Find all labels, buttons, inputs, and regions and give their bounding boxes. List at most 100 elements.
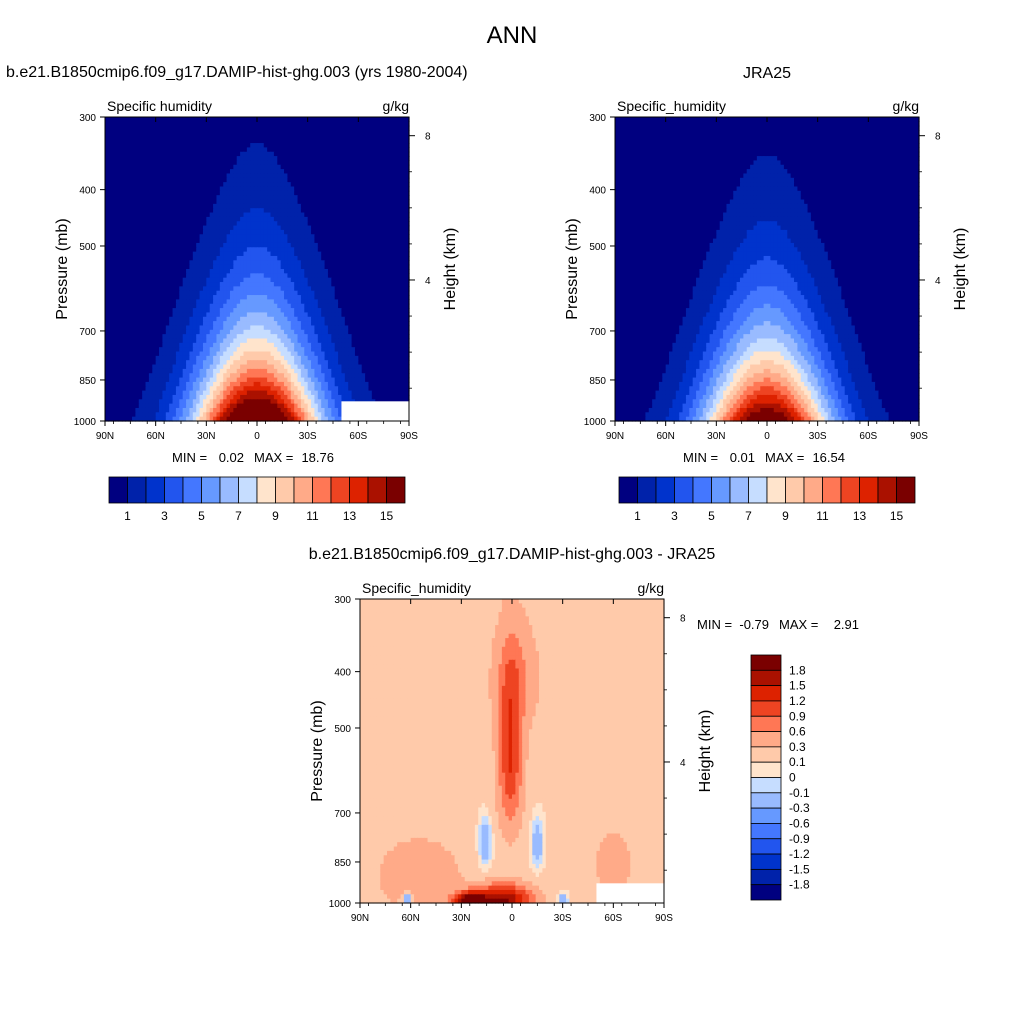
contour-cell xyxy=(192,290,197,296)
contour-cell xyxy=(135,151,140,157)
contour-cell xyxy=(213,269,218,274)
contour-cell xyxy=(358,238,363,244)
contour-cell xyxy=(311,212,316,218)
contour-cell xyxy=(368,130,373,135)
contour-cell xyxy=(287,260,292,266)
contour-cell xyxy=(341,190,346,196)
contour-cell xyxy=(371,260,376,266)
contour-cell xyxy=(388,225,393,231)
contour-cell xyxy=(338,308,343,314)
contour-cell xyxy=(162,212,167,218)
contour-cell xyxy=(311,229,316,235)
contour-cell xyxy=(179,156,184,162)
contour-cell xyxy=(317,134,322,140)
contour-cell xyxy=(206,160,211,166)
contour-cell xyxy=(402,208,407,214)
contour-cell xyxy=(324,199,329,205)
contour-cell xyxy=(226,286,231,292)
contour-cell xyxy=(270,147,275,153)
contour-cell xyxy=(307,347,312,353)
contour-cell xyxy=(219,295,224,300)
contour-cell xyxy=(287,316,292,322)
contour-cell xyxy=(381,242,386,248)
contour-cell xyxy=(226,195,231,201)
contour-cell xyxy=(284,173,288,179)
contour-cell xyxy=(240,316,245,322)
contour-cell xyxy=(111,121,116,127)
contour-cell xyxy=(145,321,150,327)
contour-cell xyxy=(334,260,339,266)
contour-cell xyxy=(192,347,197,353)
contour-cell xyxy=(250,269,255,274)
contour-cell xyxy=(250,156,255,162)
contour-cell xyxy=(317,216,322,222)
contour-cell xyxy=(358,242,363,248)
contour-cell xyxy=(105,264,109,270)
contour-cell xyxy=(361,342,366,348)
contour-cell xyxy=(260,295,265,300)
contour-cell xyxy=(118,216,123,222)
contour-cell xyxy=(246,295,251,300)
contour-cell xyxy=(344,334,349,340)
contour-cell xyxy=(270,203,275,209)
contour-cell xyxy=(250,312,255,318)
contour-cell xyxy=(334,238,339,244)
contour-cell xyxy=(152,186,157,192)
contour-cell xyxy=(368,186,373,192)
contour-cell xyxy=(388,308,393,314)
contour-cell xyxy=(398,290,403,296)
contour-cell xyxy=(307,125,312,131)
contour-cell xyxy=(344,286,349,292)
contour-cell xyxy=(314,195,319,201)
contour-cell xyxy=(209,190,214,196)
contour-cell xyxy=(385,299,390,305)
contour-cell xyxy=(361,195,366,201)
contour-cell xyxy=(381,164,386,170)
contour-cell xyxy=(263,117,268,122)
contour-cell xyxy=(135,169,140,175)
contour-cell xyxy=(179,173,184,179)
contour-cell xyxy=(108,251,113,257)
contour-cell xyxy=(192,338,197,344)
contour-cell xyxy=(209,164,214,170)
contour-cell xyxy=(388,273,393,279)
contour-cell xyxy=(290,269,295,274)
contour-cell xyxy=(135,321,140,327)
contour-cell xyxy=(378,234,383,240)
contour-cell xyxy=(135,355,140,361)
contour-cell xyxy=(300,173,305,179)
contour-cell xyxy=(317,277,322,283)
contour-cell xyxy=(341,251,346,257)
contour-cell xyxy=(338,151,343,157)
contour-cell xyxy=(206,247,211,253)
contour-cell xyxy=(321,282,326,287)
contour-cell xyxy=(125,282,130,287)
contour-cell xyxy=(287,125,292,131)
contour-cell xyxy=(402,229,407,235)
contour-cell xyxy=(189,242,194,248)
contour-cell xyxy=(267,216,272,222)
contour-cell xyxy=(344,125,349,131)
contour-cell xyxy=(108,229,113,235)
contour-cell xyxy=(115,303,120,309)
contour-cell xyxy=(378,182,383,188)
contour-cell xyxy=(402,186,407,192)
contour-cell xyxy=(270,273,275,279)
contour-cell xyxy=(115,216,120,222)
contour-cell xyxy=(115,277,120,283)
contour-cell xyxy=(186,282,191,287)
contour-cell xyxy=(354,208,359,214)
contour-cell xyxy=(105,208,109,214)
contour-cell xyxy=(236,269,241,274)
contour-cell xyxy=(263,173,268,179)
contour-cell xyxy=(365,160,370,166)
contour-cell xyxy=(277,247,282,253)
contour-cell xyxy=(324,334,329,340)
contour-cell xyxy=(108,316,113,322)
contour-cell xyxy=(392,216,397,222)
contour-cell xyxy=(202,121,207,127)
contour-cell xyxy=(125,295,130,300)
contour-cell xyxy=(324,316,329,322)
contour-cell xyxy=(378,156,383,162)
contour-cell xyxy=(145,147,150,153)
